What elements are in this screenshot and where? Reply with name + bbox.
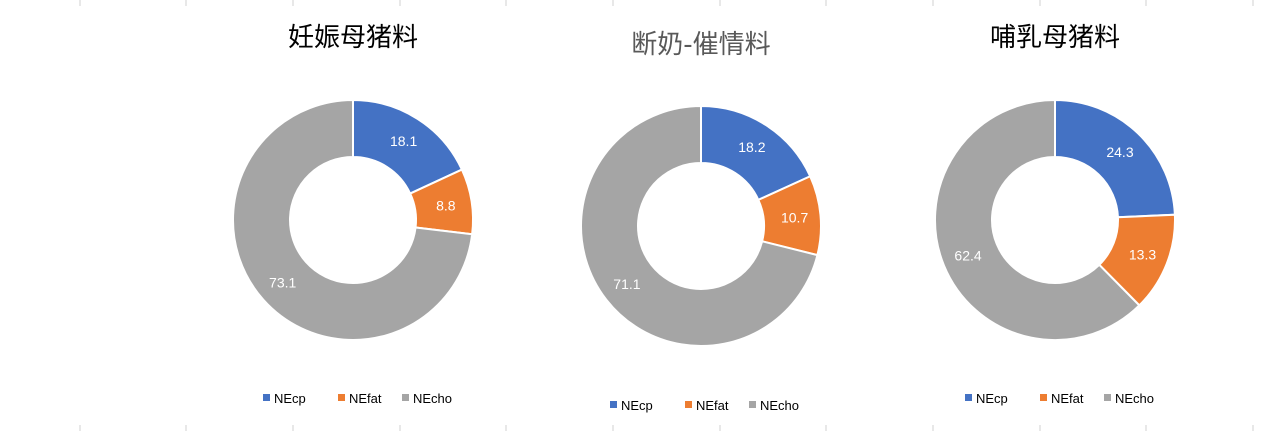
donut-slice-necho <box>580 104 819 347</box>
donut-slice-necp <box>1054 98 1176 219</box>
legend-label-necho: NEcho <box>760 398 799 413</box>
donut-slice-necp <box>700 104 812 202</box>
data-label: 13.3 <box>1129 246 1156 262</box>
legend-swatch-necp <box>965 394 972 401</box>
legend: NEcp NEfat NEcho <box>965 391 1154 406</box>
legend-label-necho: NEcho <box>413 391 452 406</box>
legend-label-nefat: NEfat <box>1051 391 1084 406</box>
legend: NEcp NEfat NEcho <box>610 398 799 413</box>
legend-swatch-necho <box>1104 394 1111 401</box>
donut-chart-2: 断奶-催情料 18.2 10.7 71.1 NEcp NEfat NEcho <box>580 30 822 413</box>
legend-swatch-nefat <box>685 401 692 408</box>
legend-label-necho: NEcho <box>1115 391 1154 406</box>
legend: NEcp NEfat NEcho <box>263 391 452 406</box>
legend-label-necp: NEcp <box>621 398 653 413</box>
legend-swatch-necp <box>263 394 270 401</box>
border-ticks-bottom <box>79 425 1254 431</box>
legend-swatch-necho <box>402 394 409 401</box>
data-label: 73.1 <box>269 274 296 290</box>
chart-title: 哺乳母猪料 <box>990 23 1120 53</box>
legend-label-necp: NEcp <box>976 391 1008 406</box>
legend-label-nefat: NEfat <box>349 391 382 406</box>
data-label: 8.8 <box>436 197 456 213</box>
donut-chart-1: 妊娠母猪料 18.1 8.8 73.1 NEcp NEfat NEcho <box>232 23 474 406</box>
data-label: 62.4 <box>954 248 981 264</box>
chart-title: 断奶-催情料 <box>631 30 770 60</box>
legend-swatch-necp <box>610 401 617 408</box>
data-label: 24.3 <box>1106 144 1133 160</box>
data-label: 10.7 <box>781 209 808 225</box>
donut-chart-3: 哺乳母猪料 24.3 13.3 62.4 NEcp NEfat NEcho <box>934 23 1176 406</box>
legend-label-necp: NEcp <box>274 391 306 406</box>
legend-label-nefat: NEfat <box>696 398 729 413</box>
legend-swatch-nefat <box>338 394 345 401</box>
chart-title: 妊娠母猪料 <box>288 23 418 53</box>
legend-swatch-necho <box>749 401 756 408</box>
donut-slice-necho <box>934 98 1141 341</box>
border-ticks-top <box>79 0 1254 6</box>
data-label: 18.2 <box>738 139 765 155</box>
data-label: 18.1 <box>390 133 417 149</box>
data-label: 71.1 <box>613 276 640 292</box>
donut-slice-necho <box>232 98 474 341</box>
legend-swatch-nefat <box>1040 394 1047 401</box>
